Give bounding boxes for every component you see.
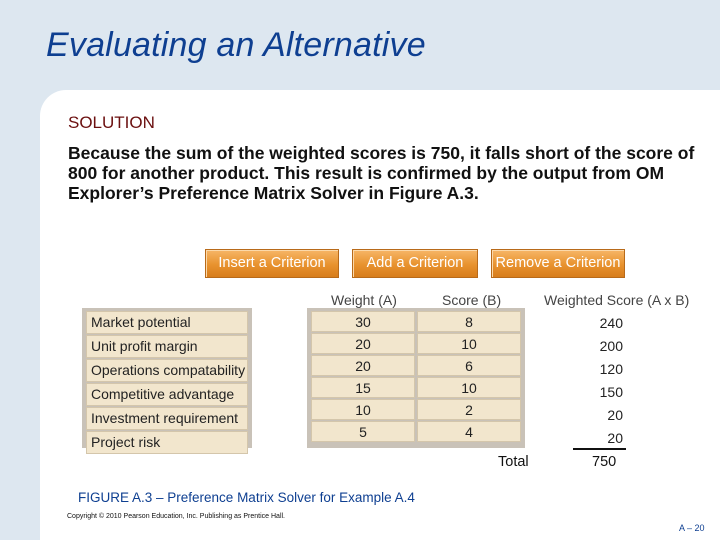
weight-cell[interactable]: 20 [311,333,415,354]
weight-cell[interactable]: 15 [311,377,415,398]
table-row: 15 10 [311,377,521,398]
weighted-score-value: 20 [607,407,623,423]
criterion-cell[interactable]: Competitive advantage [86,383,248,406]
solution-text: Because the sum of the weighted scores i… [68,143,695,203]
criterion-cell[interactable]: Operations compatability [86,359,248,382]
total-divider [573,448,626,450]
weighted-score-value: 150 [599,384,623,400]
table-row: 20 10 [311,333,521,354]
total-value: 750 [592,454,617,470]
criterion-cell[interactable]: Project risk [86,431,248,454]
table-row: 20 6 [311,355,521,376]
copyright-notice: Copyright © 2010 Pearson Education, Inc.… [67,513,286,520]
weight-cell[interactable]: 5 [311,421,415,442]
score-column-header: Score (B) [442,292,502,308]
page-number: A – 20 [679,523,705,533]
insert-criterion-button[interactable]: Insert a Criterion [205,249,339,278]
figure-caption: FIGURE A.3 – Preference Matrix Solver fo… [78,490,415,505]
weighted-score-value: 200 [599,338,623,354]
criterion-cell[interactable]: Market potential [86,311,248,334]
table-row: 30 8 [311,311,521,332]
weighted-score-value: 240 [599,315,623,331]
solution-label: SOLUTION [68,113,155,132]
total-label: Total [498,454,529,470]
remove-criterion-button[interactable]: Remove a Criterion [491,249,625,278]
score-cell[interactable]: 10 [417,377,521,398]
table-row: 5 4 [311,421,521,442]
weighted-score-column: 240 200 120 150 20 20 [575,312,623,450]
weight-score-table: 30 8 20 10 20 6 15 10 10 2 5 4 [307,308,525,448]
weight-cell[interactable]: 10 [311,399,415,420]
criteria-table: Market potential Unit profit margin Oper… [82,308,252,454]
slide-title: Evaluating an Alternative [46,26,426,64]
score-cell[interactable]: 6 [417,355,521,376]
table-row: 10 2 [311,399,521,420]
criterion-cell[interactable]: Investment requirement [86,407,248,430]
score-cell[interactable]: 4 [417,421,521,442]
score-cell[interactable]: 8 [417,311,521,332]
score-cell[interactable]: 2 [417,399,521,420]
criterion-cell[interactable]: Unit profit margin [86,335,248,358]
weighted-score-column-header: Weighted Score (A x B) [544,292,690,308]
weight-cell[interactable]: 20 [311,355,415,376]
weight-cell[interactable]: 30 [311,311,415,332]
score-cell[interactable]: 10 [417,333,521,354]
weighted-score-value: 20 [607,430,623,446]
weighted-score-value: 120 [599,361,623,377]
weight-column-header: Weight (A) [331,292,397,308]
add-criterion-button[interactable]: Add a Criterion [352,249,478,278]
